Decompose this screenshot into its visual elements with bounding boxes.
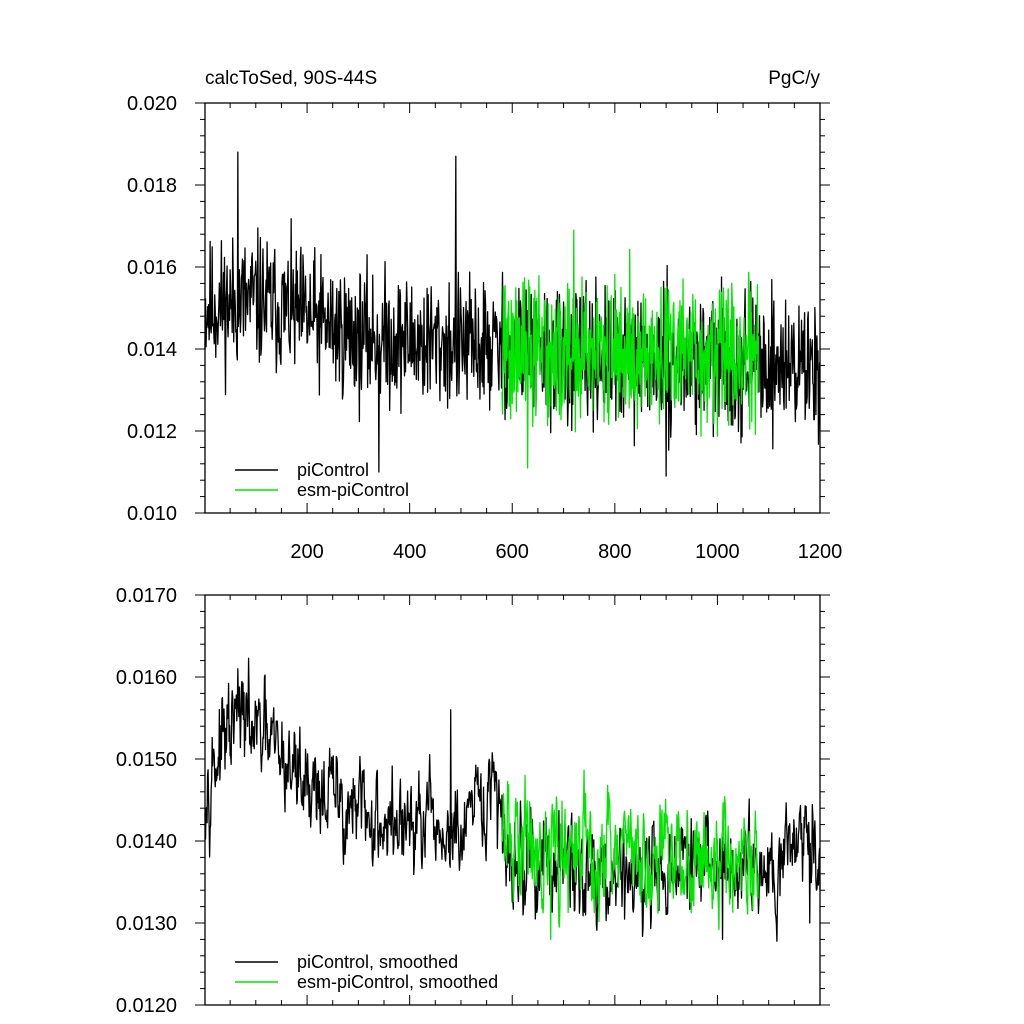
x-tick-label: 200 [290,541,323,563]
top-panel-title: calcToSed, 90S-44S [205,68,377,89]
bottom-series-group [204,657,821,942]
series-line-esm-picontrol [501,229,760,469]
legend-label-picontrol-smoothed: piControl, smoothed [297,952,458,972]
series-line-picontrol-smoothed [204,657,821,942]
legend-label-esm-picontrol: esm-piControl [297,480,409,500]
x-tick-label: 800 [598,541,631,563]
y-tick-label: 0.0160 [116,667,177,689]
bottom-panel: 0.0120 0.0130 0.0140 0.0150 0.0160 0.0170 piC… [116,585,830,1017]
top-series-group [204,151,821,477]
x-tick-label: 400 [393,541,426,563]
y-tick-label: 0.010 [127,503,177,525]
legend-label-esm-picontrol-smoothed: esm-piControl, smoothed [297,972,498,992]
x-tick-label: 1200 [798,541,843,563]
y-tick-label: 0.0130 [116,913,177,935]
top-x-tick-labels: 200 400 600 800 1000 1200 [290,541,842,563]
top-panel-units: PgC/y [768,68,820,89]
top-axis-ticks [195,102,830,514]
y-tick-label: 0.014 [127,339,177,361]
bottom-axis-ticks [195,594,830,1006]
top-legend: piControl esm-piControl [235,460,409,500]
x-tick-label: 1000 [695,541,740,563]
y-tick-label: 0.0150 [116,749,177,771]
y-tick-label: 0.018 [127,175,177,197]
top-y-tick-labels: 0.010 0.012 0.014 0.016 0.018 0.020 [127,93,177,525]
y-tick-label: 0.016 [127,257,177,279]
y-tick-label: 0.020 [127,93,177,115]
series-line-esm-picontrol-smoothed [501,769,760,941]
y-tick-label: 0.0140 [116,831,177,853]
y-tick-label: 0.0170 [116,585,177,607]
top-panel: calcToSed, 90S-44S PgC/y 0.010 0.012 0.014… [127,68,842,563]
y-tick-label: 0.0120 [116,995,177,1017]
bottom-y-tick-labels: 0.0120 0.0130 0.0140 0.0150 0.0160 0.0170 [116,585,177,1017]
x-tick-label: 600 [496,541,529,563]
legend-label-picontrol: piControl [297,460,369,480]
bottom-legend: piControl, smoothed esm-piControl, smoot… [235,952,498,992]
y-tick-label: 0.012 [127,421,177,443]
